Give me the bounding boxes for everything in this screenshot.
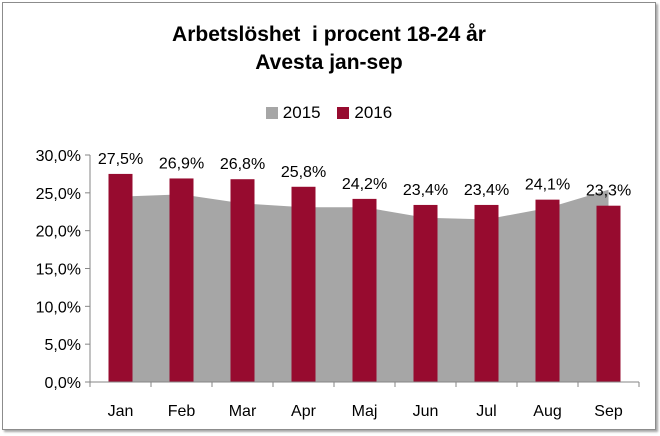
data-label-2016-jan: 27,5% [98,151,143,168]
chart-title-line-2: Avesta jan-sep [255,51,403,74]
y-tick-label: 0,0% [45,375,81,392]
data-label-2016-maj: 24,2% [342,176,387,193]
x-tick-label-mar: Mar [229,403,257,420]
data-label-2016-jun: 23,4% [403,182,448,199]
data-label-2016-apr: 25,8% [281,164,326,181]
data-label-2016-mar: 26,8% [220,156,265,173]
bar-2016-jul [474,204,499,382]
y-tick-label: 5,0% [45,337,81,354]
chart-legend: 2015 2016 [3,103,655,124]
x-tick-label-aug: Aug [533,403,561,420]
bar-2016-sep [596,205,621,382]
legend-item-2015: 2015 [265,103,321,123]
chart-frame: Arbetslöshet i procent 18-24 år Avesta j… [2,2,656,430]
y-tick-label: 15,0% [36,262,81,279]
x-tick-label-apr: Apr [291,403,317,420]
bar-2016-jan [108,173,133,382]
chart-title: Arbetslöshet i procent 18-24 år Avesta j… [3,21,655,77]
x-tick-label-jan: Jan [108,403,134,420]
y-tick-label: 30,0% [36,148,81,165]
bar-2016-feb [169,178,194,382]
data-label-2016-aug: 24,1% [525,177,570,194]
x-tick-label-maj: Maj [352,403,378,420]
x-tick-label-jul: Jul [476,403,496,420]
legend-label-2016: 2016 [354,103,393,122]
x-tick-label-sep: Sep [594,403,623,420]
legend-swatch-2016 [337,107,350,119]
x-tick-label-feb: Feb [168,403,196,420]
x-tick-label-jun: Jun [413,403,439,420]
y-tick-label: 20,0% [36,224,81,241]
bar-2016-aug [535,199,560,382]
bar-2016-mar [230,179,255,382]
y-tick-label: 25,0% [36,186,81,203]
legend-item-2016: 2016 [337,103,392,123]
bar-2016-apr [291,186,316,382]
chart-plot: 27,5% 26,9% 26,8% 25,8% 24,2% 23,4% 23,4% 24,1%… [36,148,640,420]
bar-2016-maj [352,198,377,382]
chart-title-line-1: Arbetslöshet i procent 18-24 år [172,23,486,46]
data-label-2016-sep: 23,3% [586,183,631,200]
data-label-2016-feb: 26,9% [159,155,204,172]
legend-swatch-2015 [265,107,278,119]
data-label-2016-jul: 23,4% [464,182,509,199]
legend-label-2015: 2015 [282,103,321,122]
bar-2016-jun [413,204,438,382]
y-tick-label: 10,0% [36,299,81,316]
